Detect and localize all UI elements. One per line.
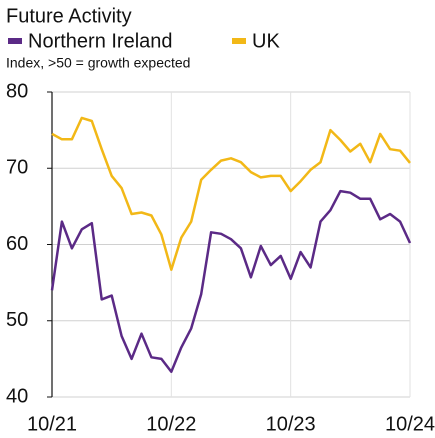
x-tick-label: 10/24 — [385, 413, 435, 435]
y-tick-label: 70 — [6, 157, 28, 179]
legend-label: Northern Ireland — [28, 30, 173, 52]
chart-subtitle: Index, >50 = growth expected — [6, 55, 190, 71]
x-tick-label: 10/21 — [27, 413, 77, 435]
chart-title: Future Activity — [6, 5, 132, 27]
y-tick-label: 50 — [6, 309, 28, 331]
x-tick-label: 10/22 — [146, 413, 196, 435]
x-tick-label: 10/23 — [266, 413, 316, 435]
y-tick-label: 40 — [6, 385, 28, 407]
y-tick-label: 80 — [6, 80, 28, 102]
series-line — [50, 189, 412, 374]
legend-swatch — [232, 38, 246, 44]
legend-swatch — [8, 38, 22, 44]
y-tick-label: 60 — [6, 233, 28, 255]
series-line — [51, 116, 411, 271]
legend-label: UK — [252, 30, 280, 52]
